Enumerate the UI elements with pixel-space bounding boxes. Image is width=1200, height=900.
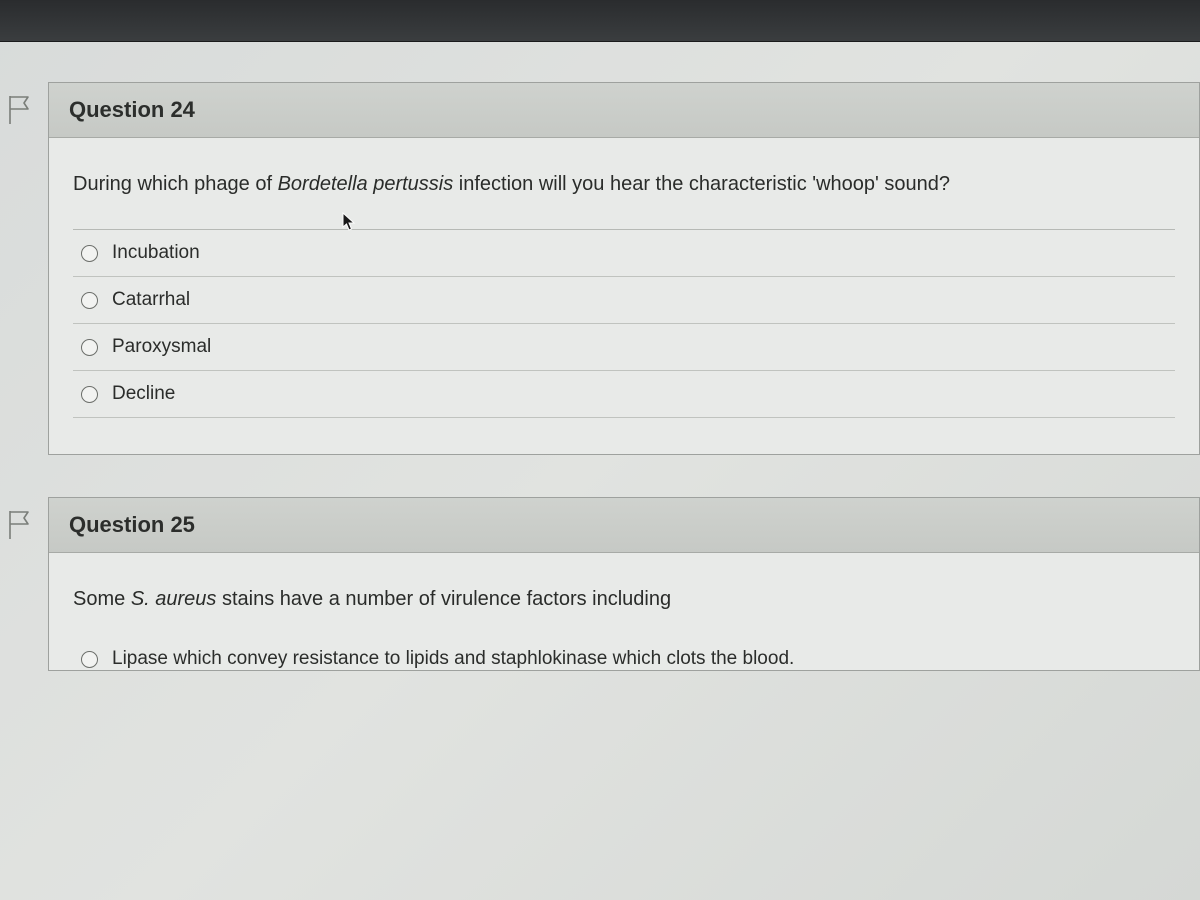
- radio-icon: [81, 386, 98, 403]
- question-number: Question 25: [69, 512, 1179, 538]
- question-card-24: Question 24 During which phage of Bordet…: [48, 82, 1200, 455]
- radio-icon: [81, 339, 98, 356]
- option-lipase[interactable]: Lipase which convey resistance to lipids…: [73, 644, 1175, 670]
- option-incubation[interactable]: Incubation: [73, 230, 1175, 277]
- question-card-25: Question 25 Some S. aureus stains have a…: [48, 497, 1200, 671]
- option-catarrhal[interactable]: Catarrhal: [73, 277, 1175, 324]
- option-label: Lipase which convey resistance to lipids…: [112, 648, 794, 670]
- question-header: Question 25: [49, 498, 1199, 553]
- flag-outline-icon: [5, 93, 33, 127]
- radio-icon: [81, 245, 98, 262]
- options-list: Lipase which convey resistance to lipids…: [73, 644, 1175, 670]
- question-prompt: Some S. aureus stains have a number of v…: [73, 585, 1175, 614]
- option-decline[interactable]: Decline: [73, 371, 1175, 418]
- option-label: Catarrhal: [112, 289, 190, 311]
- option-label: Paroxysmal: [112, 336, 211, 358]
- option-paroxysmal[interactable]: Paroxysmal: [73, 324, 1175, 371]
- question-header: Question 24: [49, 83, 1199, 138]
- radio-icon: [81, 651, 98, 668]
- options-list: Incubation Catarrhal Paroxysmal Decline: [73, 229, 1175, 418]
- browser-chrome: [0, 0, 1200, 42]
- option-label: Decline: [112, 383, 175, 405]
- flag-question-button[interactable]: [5, 93, 33, 132]
- question-number: Question 24: [69, 97, 1179, 123]
- question-body: Some S. aureus stains have a number of v…: [49, 553, 1199, 670]
- radio-icon: [81, 292, 98, 309]
- option-label: Incubation: [112, 242, 200, 264]
- cursor-icon: [342, 212, 356, 232]
- question-prompt: During which phage of Bordetella pertuss…: [73, 170, 1175, 199]
- page-content: Question 24 During which phage of Bordet…: [0, 42, 1200, 671]
- flag-outline-icon: [5, 508, 33, 542]
- flag-question-button[interactable]: [5, 508, 33, 547]
- question-body: During which phage of Bordetella pertuss…: [49, 138, 1199, 454]
